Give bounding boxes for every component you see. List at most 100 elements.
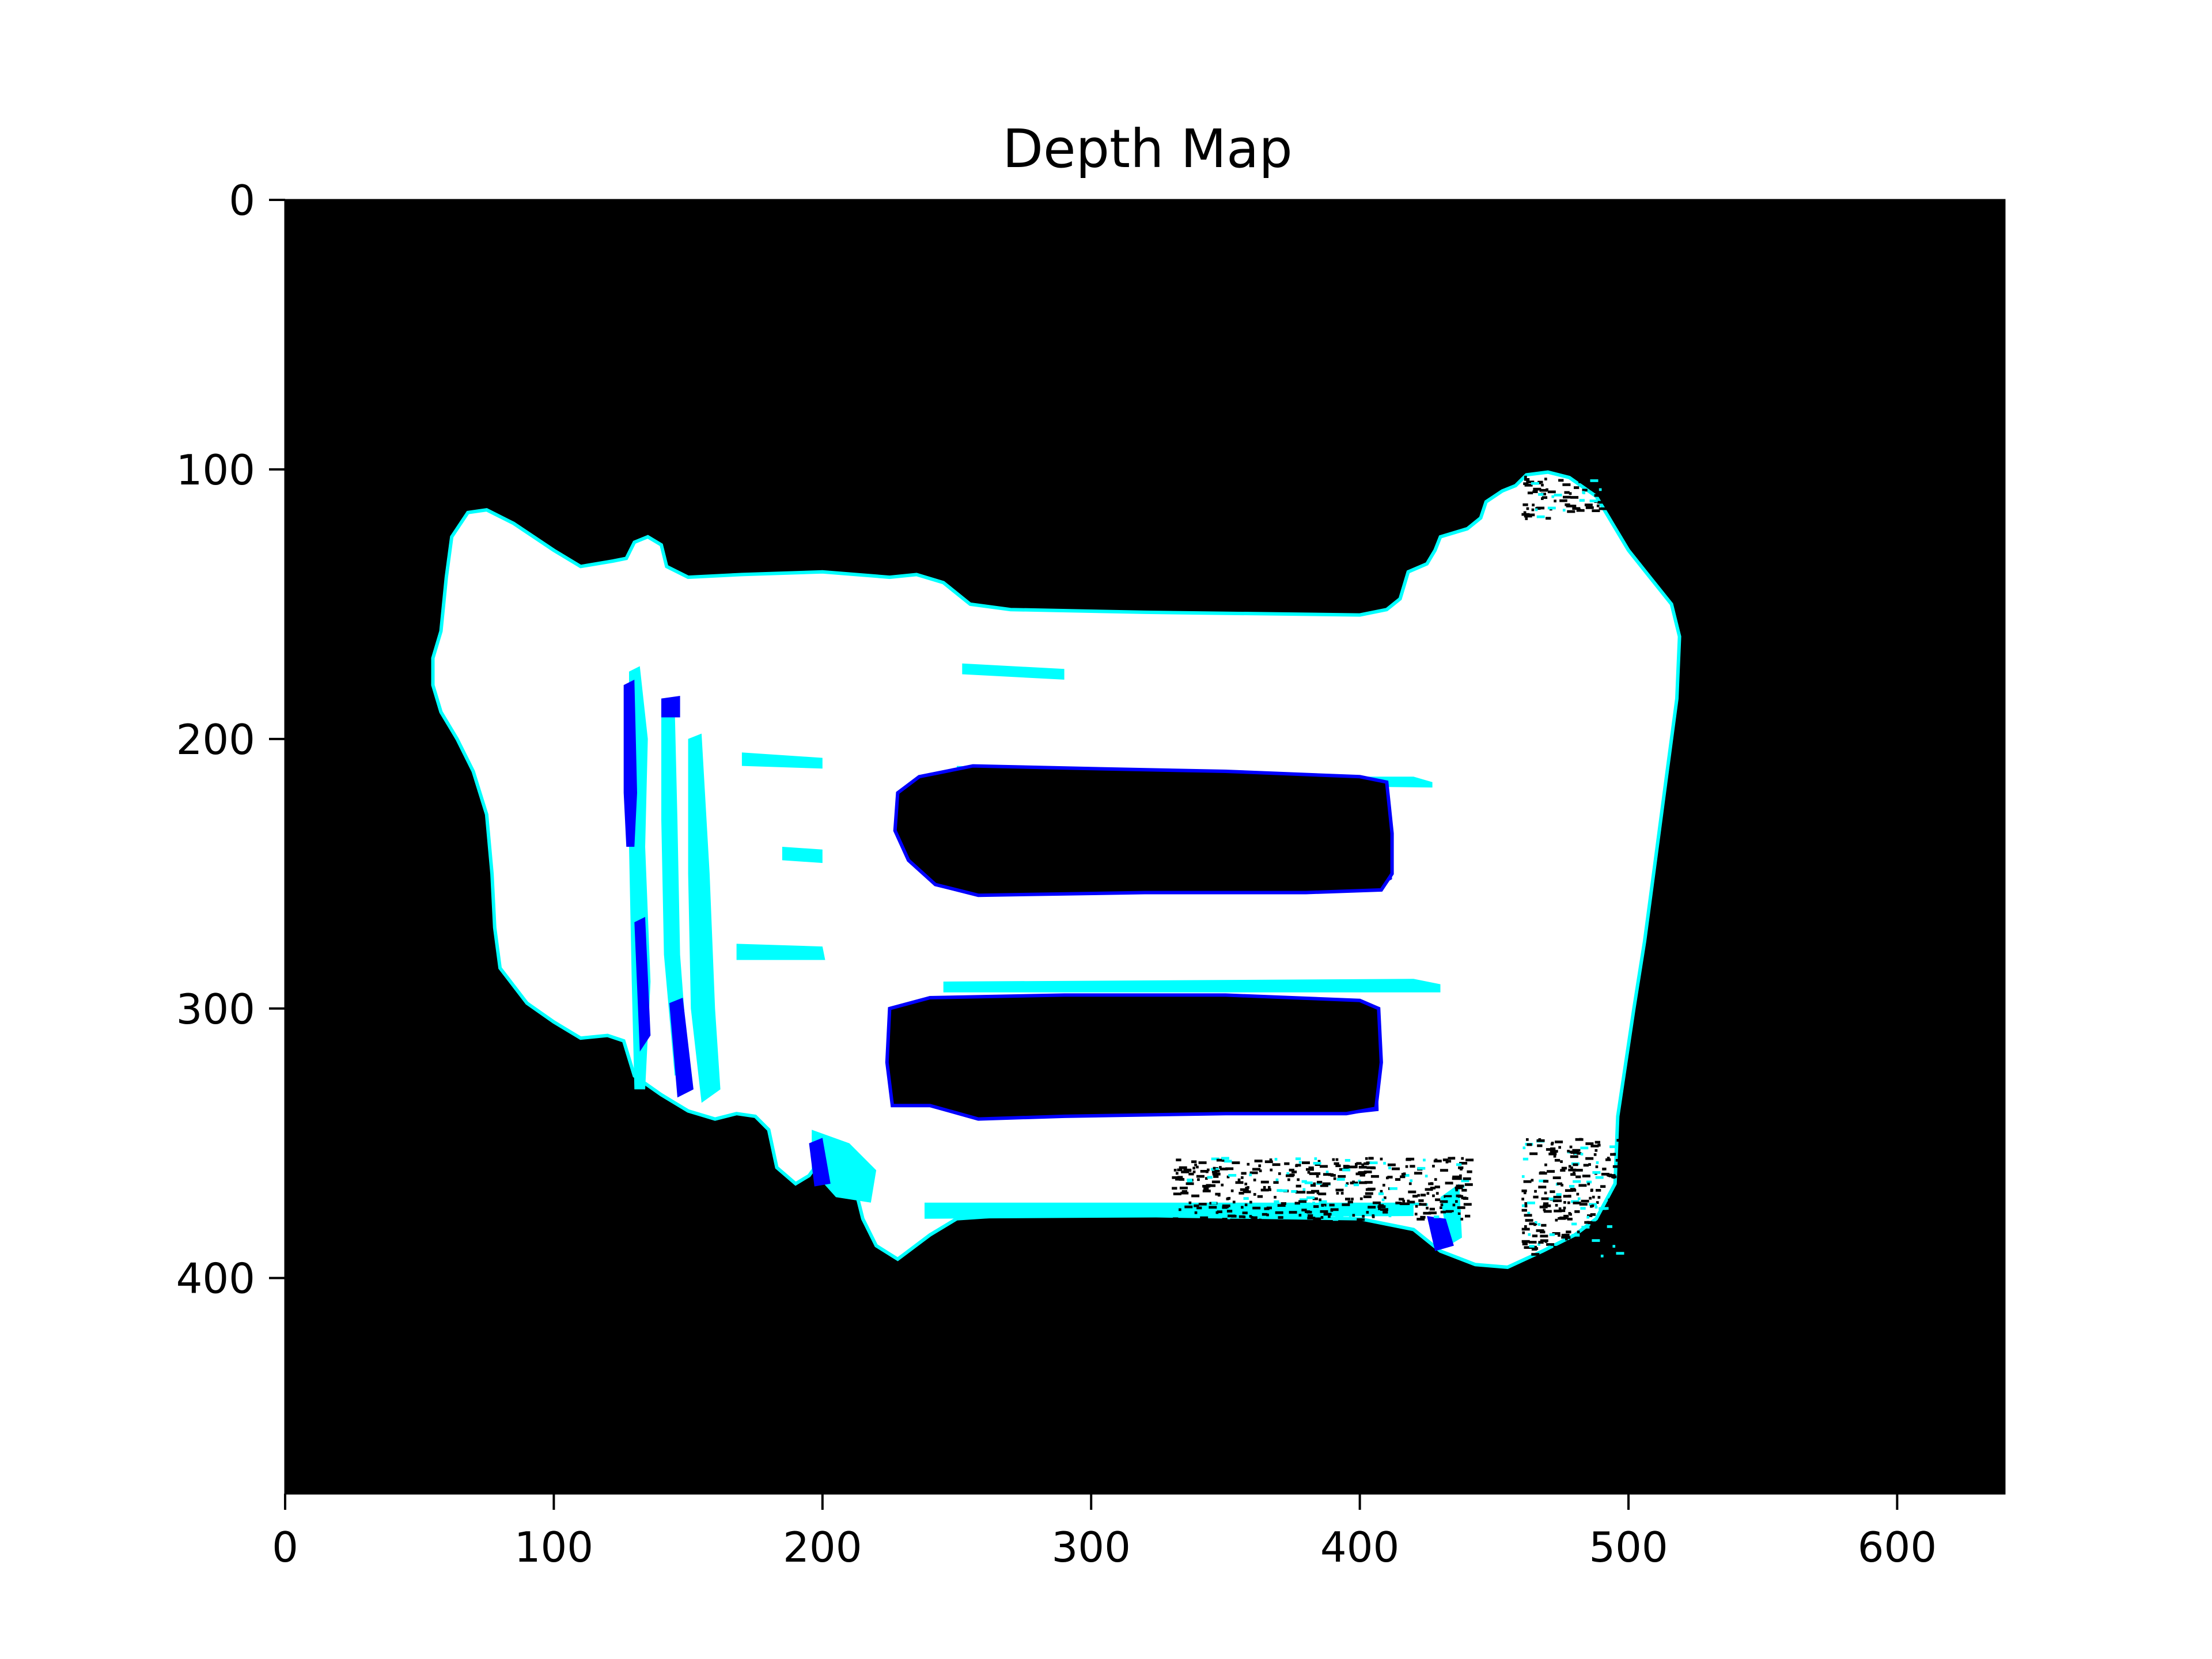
noise-speckle — [1302, 1191, 1306, 1194]
noise-speckle — [1238, 1215, 1245, 1218]
y-tick-label: 200 — [176, 715, 255, 764]
noise-speckle — [1207, 1209, 1215, 1212]
noise-speckle — [1568, 1195, 1571, 1198]
noise-speckle — [1286, 1174, 1294, 1177]
noise-speckle — [1347, 1200, 1353, 1203]
x-tick-label: 0 — [272, 1523, 298, 1571]
noise-speckle — [1599, 507, 1607, 510]
noise-speckle — [1581, 1199, 1589, 1203]
noise-speckle — [1247, 1162, 1250, 1166]
noise-speckle — [1315, 1172, 1321, 1175]
noise-speckle — [1556, 1193, 1562, 1196]
noise-speckle — [1575, 1175, 1581, 1179]
noise-speckle — [1215, 1211, 1219, 1214]
noise-speckle — [1547, 490, 1556, 494]
noise-speckle — [1228, 1174, 1237, 1177]
noise-speckle — [1565, 499, 1567, 502]
noise-speckle — [1575, 1253, 1584, 1256]
noise-speckle — [1616, 1139, 1620, 1142]
noise-speckle — [1260, 1188, 1269, 1192]
noise-speckle — [1563, 1195, 1571, 1198]
noise-speckle — [1550, 1147, 1556, 1150]
noise-speckle — [1522, 503, 1528, 506]
y-tick-label: 400 — [176, 1255, 255, 1303]
noise-speckle — [1579, 499, 1585, 502]
noise-speckle — [1452, 1175, 1461, 1179]
noise-speckle — [1546, 1148, 1552, 1151]
noise-speckle — [1531, 1248, 1537, 1251]
noise-speckle — [1242, 1211, 1248, 1214]
noise-speckle — [1536, 1139, 1545, 1142]
noise-speckle — [1300, 1198, 1308, 1201]
noise-speckle — [1291, 1190, 1297, 1193]
noise-speckle — [1563, 495, 1571, 499]
noise-speckle — [1433, 1160, 1442, 1162]
noise-speckle — [1275, 1178, 1279, 1181]
noise-speckle — [1312, 1202, 1315, 1205]
noise-speckle — [1335, 1164, 1341, 1168]
noise-speckle — [1549, 1233, 1555, 1236]
noise-speckle — [1399, 1198, 1404, 1201]
plot-frame — [284, 199, 2006, 1495]
noise-speckle — [1411, 1202, 1419, 1206]
noise-speckle — [1565, 503, 1570, 506]
noise-speckle — [1561, 1233, 1565, 1237]
noise-speckle — [1460, 1218, 1464, 1221]
noise-speckle — [1177, 1177, 1180, 1181]
noise-speckle — [1191, 1160, 1197, 1164]
noise-speckle — [1219, 1166, 1222, 1169]
noise-speckle — [1524, 484, 1533, 487]
noise-speckle — [1216, 1158, 1222, 1162]
noise-speckle — [1543, 1209, 1546, 1211]
noise-speckle — [1318, 1192, 1327, 1195]
noise-speckle — [1368, 1188, 1373, 1191]
noise-speckle — [1311, 1190, 1319, 1193]
noise-speckle — [1522, 1146, 1526, 1149]
noise-speckle — [1313, 1162, 1321, 1165]
noise-speckle — [1521, 1175, 1525, 1178]
noise-speckle — [1187, 1179, 1192, 1181]
noise-speckle — [1584, 503, 1593, 506]
noise-speckle — [1181, 1190, 1187, 1193]
noise-speckle — [1582, 488, 1588, 492]
noise-speckle — [1353, 1183, 1359, 1187]
noise-speckle — [1221, 1157, 1229, 1160]
noise-speckle — [1521, 1198, 1524, 1200]
blue-depth-region — [634, 916, 651, 1052]
noise-speckle — [1368, 1206, 1376, 1209]
noise-speckle — [1560, 1245, 1563, 1249]
noise-speckle — [1558, 1146, 1561, 1149]
noise-speckle — [1432, 1165, 1435, 1168]
noise-speckle — [1335, 1214, 1344, 1218]
noise-speckle — [1575, 1138, 1584, 1141]
blue-depth-region — [669, 998, 694, 1098]
noise-speckle — [1188, 1172, 1194, 1176]
noise-speckle — [1380, 1190, 1383, 1193]
noise-speckle — [1464, 1183, 1473, 1186]
noise-speckle — [1403, 1172, 1406, 1176]
noise-speckle — [1563, 1201, 1566, 1204]
noise-speckle — [1569, 1249, 1575, 1252]
noise-speckle — [1351, 1198, 1354, 1200]
noise-speckle — [1463, 1203, 1472, 1206]
blue-depth-region — [1427, 1216, 1454, 1251]
noise-speckle — [1408, 1190, 1416, 1194]
noise-speckle — [1249, 1215, 1252, 1218]
noise-speckle — [1412, 1195, 1418, 1198]
noise-speckle — [1587, 1183, 1590, 1185]
noise-speckle — [1596, 491, 1601, 494]
noise-speckle — [1541, 496, 1548, 499]
noise-speckle — [1564, 491, 1570, 494]
noise-speckle — [1197, 1178, 1200, 1181]
noise-speckle — [1574, 1252, 1580, 1256]
noise-speckle — [1244, 1203, 1248, 1206]
noise-speckle — [1289, 1168, 1294, 1172]
noise-speckle — [1588, 1251, 1596, 1254]
noise-speckle — [1455, 1188, 1459, 1192]
noise-speckle — [1524, 1205, 1528, 1208]
noise-speckle — [1578, 1237, 1584, 1240]
noise-speckle — [1434, 1158, 1438, 1161]
noise-speckle — [1543, 1180, 1549, 1183]
noise-speckle — [1312, 1197, 1318, 1200]
noise-speckle — [1552, 1176, 1561, 1179]
